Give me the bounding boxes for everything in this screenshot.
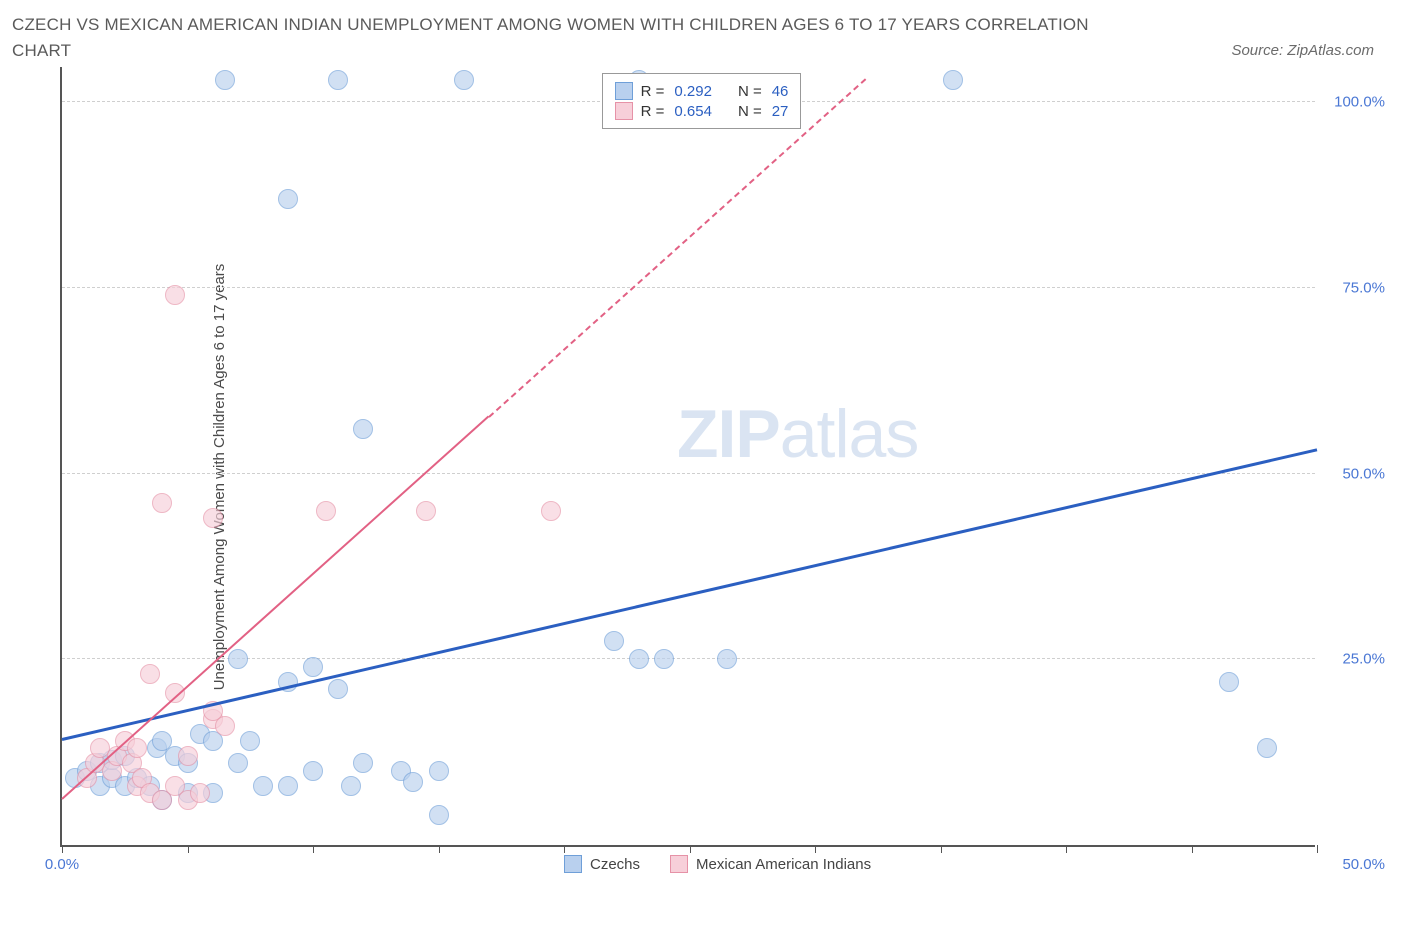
plot-area: ZIPatlas 25.0%50.0%75.0%100.0%0.0%50.0%R…	[60, 67, 1315, 847]
data-point	[228, 753, 248, 773]
gridline-h	[62, 287, 1315, 288]
x-tick	[62, 845, 63, 853]
data-point	[454, 70, 474, 90]
legend-swatch	[670, 855, 688, 873]
x-tick	[439, 845, 440, 853]
gridline-h	[62, 473, 1315, 474]
data-point	[943, 70, 963, 90]
data-point	[228, 649, 248, 669]
x-tick	[941, 845, 942, 853]
data-point	[215, 716, 235, 736]
data-point	[604, 631, 624, 651]
n-label: N =	[738, 83, 762, 100]
legend-row: R = 0.292 N = 46	[615, 82, 789, 100]
trend-line	[488, 78, 866, 417]
r-label: R =	[641, 83, 665, 100]
n-value: 46	[772, 83, 789, 100]
legend-swatch	[615, 82, 633, 100]
data-point	[353, 419, 373, 439]
x-tick	[1317, 845, 1318, 853]
x-tick-label: 0.0%	[45, 856, 79, 873]
watermark-bold: ZIP	[677, 396, 780, 472]
x-tick	[313, 845, 314, 853]
data-point	[429, 805, 449, 825]
correlation-scatter-chart: Unemployment Among Women with Children A…	[12, 67, 1387, 887]
data-point	[541, 501, 561, 521]
data-point	[178, 746, 198, 766]
data-point	[353, 753, 373, 773]
y-tick-label: 50.0%	[1325, 465, 1385, 482]
x-tick	[1066, 845, 1067, 853]
data-point	[1257, 738, 1277, 758]
x-tick	[690, 845, 691, 853]
legend-label: Czechs	[590, 856, 640, 873]
legend-swatch	[615, 102, 633, 120]
series-legend: Czechs Mexican American Indians	[564, 855, 871, 873]
data-point	[240, 731, 260, 751]
data-point	[429, 761, 449, 781]
data-point	[278, 189, 298, 209]
data-point	[303, 761, 323, 781]
data-point	[203, 508, 223, 528]
legend-item: Mexican American Indians	[670, 855, 871, 873]
legend-label: Mexican American Indians	[696, 856, 871, 873]
r-value: 0.292	[674, 83, 712, 100]
watermark: ZIPatlas	[677, 395, 918, 473]
data-point	[328, 679, 348, 699]
x-tick	[815, 845, 816, 853]
trend-line	[62, 448, 1318, 741]
legend-item: Czechs	[564, 855, 640, 873]
data-point	[341, 776, 361, 796]
data-point	[403, 772, 423, 792]
data-point	[278, 776, 298, 796]
chart-header: CZECH VS MEXICAN AMERICAN INDIAN UNEMPLO…	[12, 12, 1394, 63]
data-point	[1219, 672, 1239, 692]
n-label: N =	[738, 103, 762, 120]
data-point	[253, 776, 273, 796]
chart-title: CZECH VS MEXICAN AMERICAN INDIAN UNEMPLO…	[12, 12, 1122, 63]
source-attribution: Source: ZipAtlas.com	[1231, 42, 1394, 63]
legend-swatch	[564, 855, 582, 873]
x-tick-label: 50.0%	[1325, 856, 1385, 873]
y-tick-label: 75.0%	[1325, 279, 1385, 296]
r-label: R =	[641, 103, 665, 120]
data-point	[717, 649, 737, 669]
x-tick	[188, 845, 189, 853]
correlation-legend: R = 0.292 N = 46 R = 0.654 N = 27	[602, 73, 802, 129]
data-point	[215, 70, 235, 90]
legend-row: R = 0.654 N = 27	[615, 102, 789, 120]
data-point	[140, 664, 160, 684]
data-point	[416, 501, 436, 521]
x-tick	[1192, 845, 1193, 853]
data-point	[165, 285, 185, 305]
data-point	[190, 783, 210, 803]
data-point	[328, 70, 348, 90]
gridline-h	[62, 658, 1315, 659]
n-value: 27	[772, 103, 789, 120]
data-point	[316, 501, 336, 521]
x-tick	[564, 845, 565, 853]
data-point	[152, 493, 172, 513]
data-point	[127, 738, 147, 758]
y-tick-label: 25.0%	[1325, 651, 1385, 668]
r-value: 0.654	[674, 103, 712, 120]
data-point	[303, 657, 323, 677]
watermark-light: atlas	[780, 396, 919, 472]
data-point	[654, 649, 674, 669]
data-point	[629, 649, 649, 669]
y-tick-label: 100.0%	[1325, 94, 1385, 111]
